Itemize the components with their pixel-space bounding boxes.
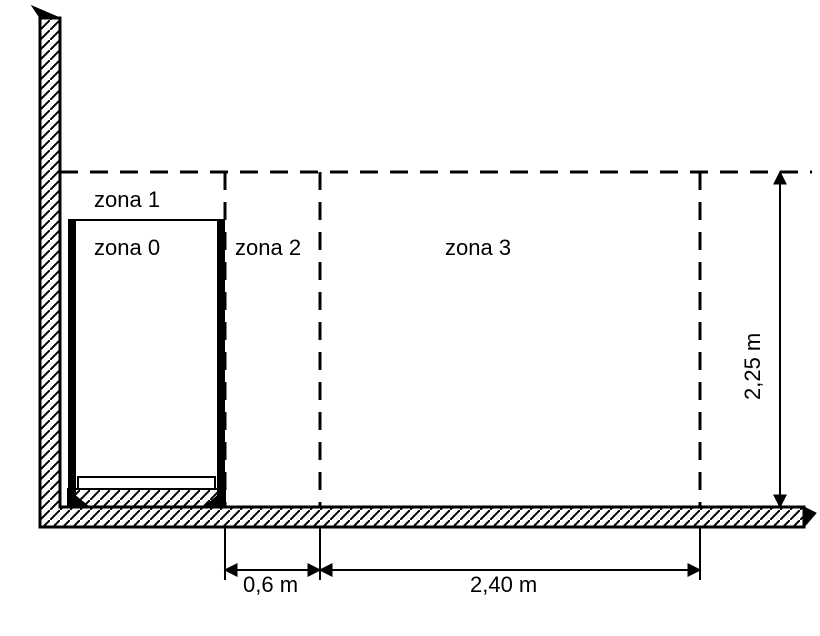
wall-floor [40, 18, 804, 527]
label-d225: 2,25 m [740, 333, 765, 400]
label-zona3: zona 3 [445, 235, 511, 260]
zone-diagram: zona 0 zona 1 zona 2 zona 3 0,6 m 2,40 m 2,25 … [0, 0, 820, 636]
tub-basin [78, 477, 215, 489]
tub-base [68, 489, 225, 507]
label-d06: 0,6 m [243, 572, 298, 597]
label-zona1: zona 1 [94, 187, 160, 212]
label-zona2: zona 2 [235, 235, 301, 260]
label-zona0: zona 0 [94, 235, 160, 260]
label-d240: 2,40 m [470, 572, 537, 597]
floor-right-spike [804, 507, 816, 527]
tub-left-wall [68, 220, 76, 507]
wall-top-spike [32, 6, 60, 18]
